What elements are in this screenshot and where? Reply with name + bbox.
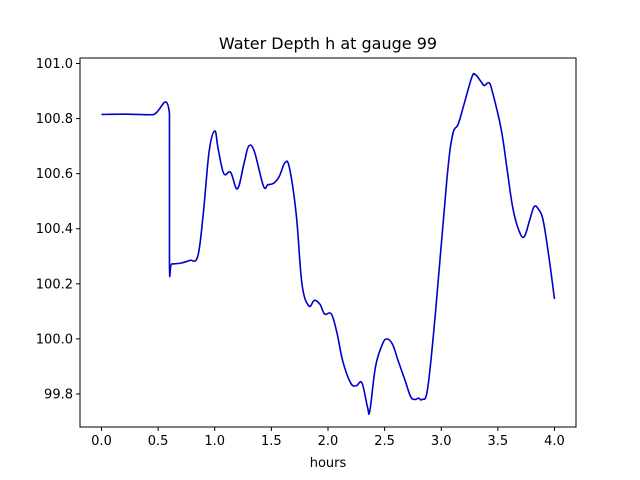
plot-area	[101, 72, 556, 415]
x-tick-label: 2.0	[318, 434, 339, 449]
series-line	[101, 72, 556, 415]
x-tick-label: 4.0	[544, 434, 565, 449]
y-tick-label: 100.6	[36, 167, 73, 182]
y-tick-label: 100.8	[36, 112, 73, 127]
x-axis-ticks: 0.0 0.5 1.0 1.5 2.0 2.5 3.0 3.5 4.0	[91, 427, 565, 449]
y-axis-ticks: 99.8 100.0 100.2 100.4 100.6 100.8 101.0	[36, 57, 80, 402]
y-tick-label: 100.0	[36, 332, 73, 347]
x-tick-label: 0.5	[148, 434, 169, 449]
y-tick-label: 100.4	[36, 222, 73, 237]
y-tick-label: 99.8	[44, 387, 73, 402]
x-tick-label: 1.5	[261, 434, 282, 449]
x-tick-label: 0.0	[91, 434, 112, 449]
x-tick-label: 3.0	[431, 434, 452, 449]
axes-frame	[79, 57, 577, 428]
x-tick-label: 2.5	[374, 434, 395, 449]
x-axis-label: hours	[310, 456, 347, 471]
y-tick-label: 101.0	[36, 57, 73, 72]
chart-title: Water Depth h at gauge 99	[219, 34, 437, 53]
x-tick-label: 1.0	[204, 434, 225, 449]
y-tick-label: 100.2	[36, 277, 73, 292]
x-tick-label: 3.5	[488, 434, 509, 449]
